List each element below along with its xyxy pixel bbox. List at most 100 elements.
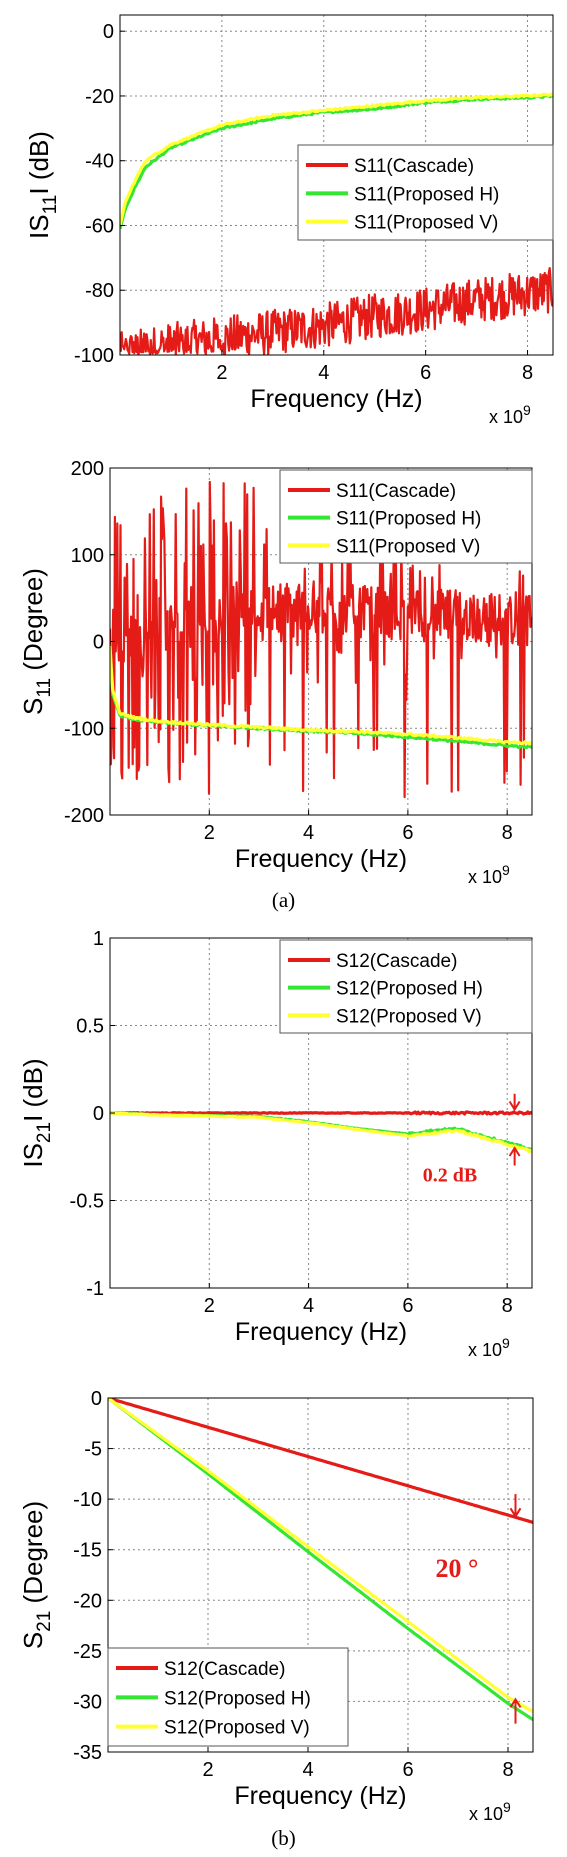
y-label-unit: (Degree) xyxy=(18,1501,48,1611)
y-label-main: S xyxy=(18,1632,48,1649)
legend-label: S11(Proposed V) xyxy=(336,536,480,557)
y-tick-label: -30 xyxy=(73,1691,102,1713)
annotation-text: 0.2 dB xyxy=(423,1164,477,1186)
y-label-unit: I (dB) xyxy=(24,131,54,195)
annotation-arrowhead-bottom xyxy=(508,1146,521,1157)
y-tick-label: -60 xyxy=(85,215,114,237)
annotation-text: 20 ° xyxy=(436,1554,479,1583)
y-axis-label: IS21I (dB) xyxy=(18,1058,55,1167)
x-tick-label: 4 xyxy=(303,1295,314,1317)
x-axis-label: Frequency (Hz) xyxy=(235,1318,407,1346)
series-line xyxy=(108,1398,533,1524)
series-line xyxy=(110,1110,532,1116)
x-tick-label: 6 xyxy=(420,362,431,384)
x-tick-label: 6 xyxy=(402,1759,413,1781)
annotation-arrowhead-top xyxy=(508,1100,521,1112)
x-multiplier: x 109 xyxy=(489,402,531,427)
x-multiplier-exponent: 9 xyxy=(503,1799,511,1815)
y-label-unit: I (dB) xyxy=(18,1058,48,1122)
series-group xyxy=(108,1398,533,1721)
legend-label: S11(Proposed V) xyxy=(354,213,498,234)
x-tick-label: 6 xyxy=(402,822,413,844)
series-line xyxy=(110,1111,532,1154)
y-tick-label: 0.5 xyxy=(76,1016,104,1038)
x-multiplier-exponent: 9 xyxy=(502,1335,510,1351)
x-multiplier-exponent: 9 xyxy=(502,862,510,878)
y-tick-label: -20 xyxy=(73,1590,102,1612)
x-tick-label: 4 xyxy=(302,1759,313,1781)
axes-box xyxy=(107,1397,534,1753)
y-label-subscript: 21 xyxy=(34,1122,55,1143)
x-tick-label: 2 xyxy=(204,822,215,844)
x-tick-label: 4 xyxy=(303,822,314,844)
x-tick-label: 8 xyxy=(502,1759,513,1781)
caption-b: (b) xyxy=(271,1826,296,1850)
y-tick-label: -100 xyxy=(74,345,114,367)
x-multiplier: x 109 xyxy=(468,1335,510,1360)
legend-label: S12(Proposed V) xyxy=(164,1718,310,1739)
y-axis-label: IS11I (dB) xyxy=(24,131,61,239)
x-tick-label: 8 xyxy=(502,822,513,844)
legend-label: S12(Proposed V) xyxy=(336,1006,482,1027)
x-tick-label: 8 xyxy=(502,1295,513,1317)
legend: S11(Cascade) S11(Proposed H) S11(Proposed … xyxy=(297,144,554,241)
x-tick-label: 8 xyxy=(522,362,533,384)
legend-label: S12(Proposed H) xyxy=(164,1688,311,1709)
series-line xyxy=(110,480,532,799)
legend: S12(Cascade) S12(Proposed H) S12(Proposed … xyxy=(279,939,533,1034)
x-tick-label: 2 xyxy=(204,1295,215,1317)
x-multiplier: x 109 xyxy=(468,862,510,887)
y-tick-label: -1 xyxy=(86,1278,104,1300)
legend-label: S12(Proposed H) xyxy=(336,979,483,1000)
y-tick-label: -25 xyxy=(73,1641,102,1663)
y-tick-label: -40 xyxy=(85,151,114,173)
chart-panel-1: 2 4 6 8 0 -20 -40 -60 -80 -100 Frequency (Hz) x 109… xyxy=(24,14,554,427)
annotation-arrowhead-bottom xyxy=(509,1697,522,1708)
annotation-arrowhead-top xyxy=(509,1507,522,1519)
series-line xyxy=(108,1398,533,1721)
y-label-unit: (Degree) xyxy=(18,568,48,678)
x-multiplier-exponent: 9 xyxy=(523,402,531,418)
y-label-main: IS xyxy=(24,214,54,239)
y-tick-label: -200 xyxy=(64,805,104,827)
y-label-subscript: 11 xyxy=(40,195,61,215)
y-label-main: S xyxy=(18,698,48,715)
legend-label: S11(Cascade) xyxy=(354,156,474,177)
y-tick-label: -5 xyxy=(84,1439,102,1461)
caption-a: (a) xyxy=(271,888,296,912)
y-tick-label: 200 xyxy=(71,458,104,480)
chart-panel-4: 2 4 6 8 0 -5 -10 -15 -20 -25 -30 -35 Frequency (Hz) x… xyxy=(18,1388,534,1824)
y-tick-label: 0 xyxy=(91,1388,102,1410)
y-tick-label: -35 xyxy=(73,1742,102,1764)
legend-label: S11(Proposed H) xyxy=(336,509,481,530)
series-line xyxy=(110,645,532,746)
y-tick-label: 0 xyxy=(93,632,104,654)
y-tick-label: -80 xyxy=(85,280,114,302)
series-group xyxy=(110,480,532,799)
x-multiplier: x 109 xyxy=(469,1799,511,1824)
y-tick-label: -10 xyxy=(73,1489,102,1511)
x-axis-label: Frequency (Hz) xyxy=(234,1782,406,1810)
chart-panel-2: 2 4 6 8 200 100 0 -100 -200 Frequency (Hz) x 109 S1… xyxy=(18,458,533,887)
x-tick-label: 4 xyxy=(318,362,329,384)
legend-label: S11(Cascade) xyxy=(336,481,456,502)
y-tick-label: -0.5 xyxy=(70,1191,104,1213)
y-label-subscript: 11 xyxy=(34,678,55,698)
y-axis-label: S21 (Degree) xyxy=(18,1501,55,1649)
y-tick-label: -15 xyxy=(73,1540,102,1562)
legend-label: S12(Cascade) xyxy=(336,951,457,972)
x-tick-label: 2 xyxy=(216,362,227,384)
legend-label: S12(Cascade) xyxy=(164,1659,285,1680)
series-line xyxy=(120,92,553,226)
x-axis-label: Frequency (Hz) xyxy=(250,385,422,413)
x-tick-label: 6 xyxy=(402,1295,413,1317)
y-tick-label: -100 xyxy=(64,718,104,740)
x-axis-label: Frequency (Hz) xyxy=(235,845,407,873)
legend-label: S11(Proposed H) xyxy=(354,184,499,205)
y-tick-label: 100 xyxy=(71,545,104,567)
y-label-subscript: 21 xyxy=(34,1611,55,1632)
series-group xyxy=(120,92,553,355)
y-axis-label: S11 (Degree) xyxy=(18,568,55,715)
series-group xyxy=(110,1110,532,1154)
